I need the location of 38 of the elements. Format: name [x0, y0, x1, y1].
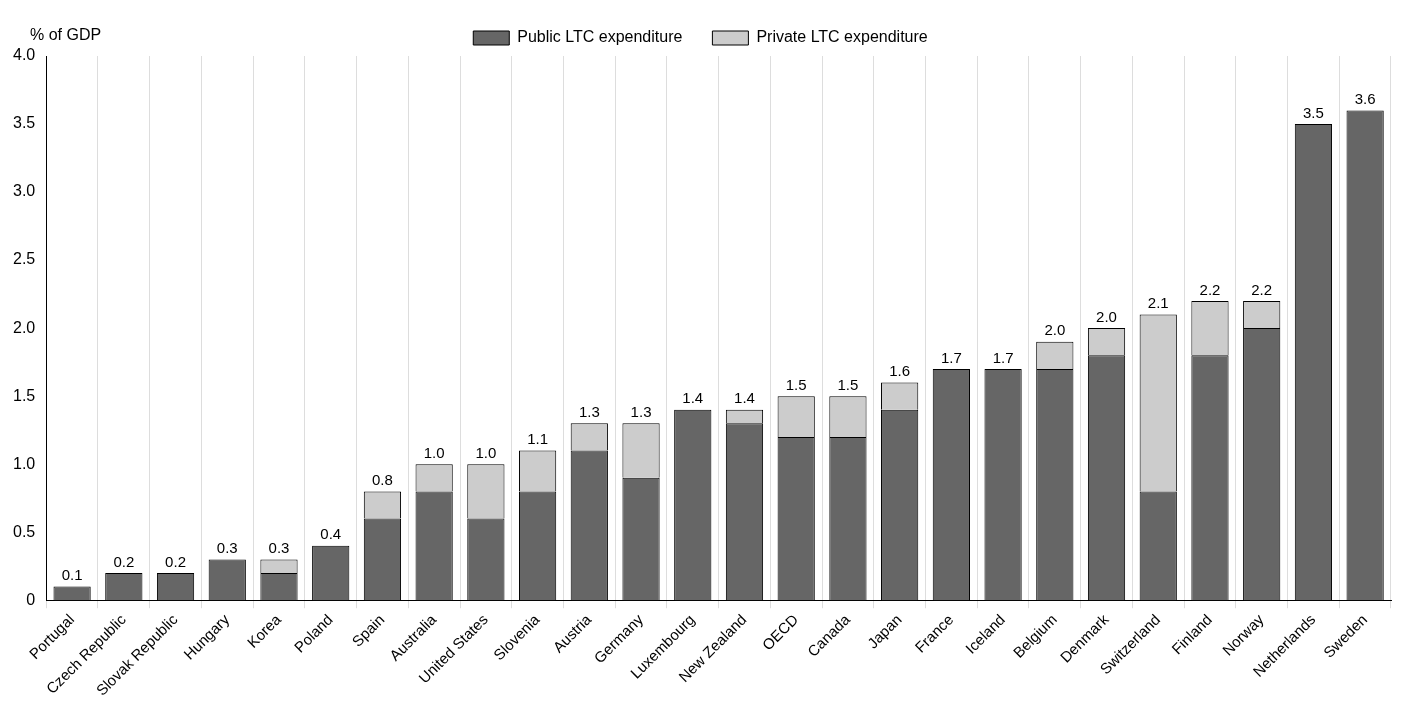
- total-label: 0.3: [268, 539, 290, 557]
- total-label: 0.2: [113, 552, 135, 570]
- y-tick-label: 2.5: [12, 250, 36, 268]
- total-label: 1.0: [475, 443, 497, 461]
- total-label: 1.5: [785, 375, 807, 393]
- y-tick-label: 3.5: [12, 114, 36, 132]
- total-label: 1.7: [992, 348, 1014, 366]
- y-tick-label: 0: [26, 590, 36, 608]
- y-tick-label: 1.0: [12, 454, 36, 472]
- total-label: 2.0: [1096, 307, 1117, 325]
- total-label: 1.6: [889, 362, 911, 380]
- total-label: 1.4: [734, 389, 755, 407]
- total-label: 1.5: [837, 375, 859, 393]
- legend-label: Private LTC expenditure: [756, 28, 928, 46]
- total-label: 2.1: [1147, 294, 1169, 312]
- y-tick-label: 1.5: [12, 386, 36, 404]
- y-tick-label: 3.0: [12, 182, 36, 200]
- total-label: 3.5: [1302, 103, 1324, 121]
- total-label: 1.7: [940, 348, 962, 366]
- total-label: 1.1: [527, 430, 549, 448]
- total-label: 1.4: [682, 389, 704, 407]
- y-tick-label: 2.0: [12, 318, 36, 336]
- total-label: 0.3: [216, 539, 238, 557]
- y-tick-label: 0.5: [12, 522, 36, 540]
- total-label: 2.0: [1044, 321, 1066, 339]
- total-label: 3.6: [1354, 90, 1376, 108]
- total-label: 0.4: [320, 525, 342, 543]
- total-label: 2.2: [1251, 280, 1273, 298]
- total-label: 1.3: [578, 402, 600, 420]
- total-label: 0.1: [61, 566, 83, 584]
- total-label: 0.2: [165, 552, 186, 570]
- legend-label: Public LTC expenditure: [517, 28, 683, 46]
- y-axis-title: % of GDP: [30, 26, 102, 44]
- total-label: 0.8: [372, 471, 393, 489]
- total-label: 1.0: [423, 443, 445, 461]
- total-label: 1.3: [630, 402, 652, 420]
- y-tick-label: 4.0: [12, 46, 36, 64]
- total-label: 2.2: [1199, 280, 1221, 298]
